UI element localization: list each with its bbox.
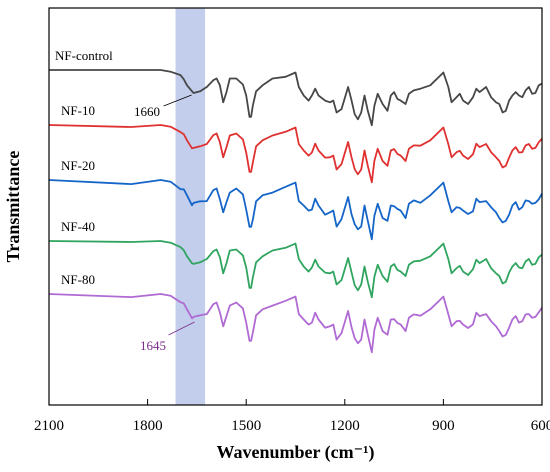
series-label-nf-40: NF-40 — [61, 219, 95, 234]
x-tick-label-900: 900 — [432, 418, 455, 434]
series-label-nf-10: NF-10 — [61, 103, 95, 118]
x-axis-title: Wavenumber (cm⁻¹) — [216, 442, 374, 463]
annotation-1645: 1645 — [140, 338, 166, 353]
plot-frame — [48, 7, 543, 406]
series-line-nf-control — [49, 69, 543, 127]
series-line-nf-40 — [48, 240, 543, 299]
series-label-nf-control: NF-control — [55, 48, 113, 63]
highlight-band-layer — [175, 8, 206, 405]
y-axis-title: Transmittance — [3, 151, 23, 263]
annotation-1660: 1660 — [134, 104, 160, 119]
highlight-band — [175, 8, 206, 405]
series-layer — [48, 69, 543, 354]
annotation-layer: 1660 1645 — [134, 94, 195, 353]
series-line-nf-10 — [48, 124, 543, 184]
x-tick-label-600: 600 — [531, 418, 550, 434]
series-line-nf-20 — [48, 179, 543, 241]
x-tick-label-1800: 1800 — [133, 418, 163, 434]
x-tick-label-1500: 1500 — [231, 418, 261, 434]
annotation-leader-1645 — [168, 321, 195, 336]
series-label-nf-80: NF-80 — [61, 272, 95, 287]
series-label-nf-20: NF-20 — [61, 158, 95, 173]
x-tick-layer: 2100 1800 1500 1200 900 600 — [34, 399, 550, 434]
series-line-nf-80 — [48, 293, 543, 354]
x-tick-label-2100: 2100 — [34, 418, 64, 434]
x-tick-label-1200: 1200 — [330, 418, 360, 434]
annotation-leader-1660 — [163, 94, 192, 107]
series-label-layer: NF-control NF-10 NF-20 NF-40 NF-80 — [55, 48, 113, 287]
